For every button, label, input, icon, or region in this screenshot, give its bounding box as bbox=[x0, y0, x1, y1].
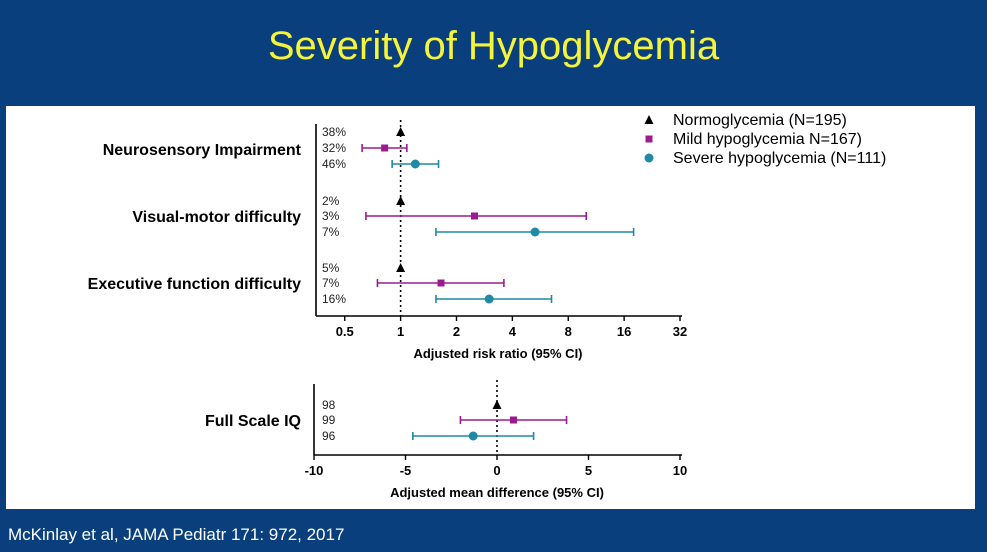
slide-title: Severity of Hypoglycemia bbox=[267, 24, 720, 68]
point-marker-1-0-0 bbox=[492, 400, 502, 409]
row-value-0-0-1: 32% bbox=[322, 141, 346, 155]
row-value-0-2-1: 7% bbox=[322, 276, 340, 290]
row-value-0-2-2: 16% bbox=[322, 292, 346, 306]
forest-plot: 0.5 1 2 4 8 16 32 Adjusted risk ratio (95% CI) N… bbox=[88, 112, 887, 500]
row-value-0-1-2: 7% bbox=[322, 225, 340, 239]
row-value-0-0-0: 38% bbox=[322, 125, 346, 139]
outcome-label-0-1: Visual-motor difficulty bbox=[132, 209, 301, 226]
legend-label-2: Severe hypoglycemia (N=111) bbox=[673, 150, 886, 167]
x-tick-label-0-5: 16 bbox=[617, 324, 631, 339]
row-value-1-0-2: 96 bbox=[322, 429, 336, 443]
x-tick-label-0-1: 1 bbox=[397, 324, 404, 339]
row-value-1-0-0: 98 bbox=[322, 398, 336, 412]
x-axis-label-1: Adjusted mean difference (95% CI) bbox=[390, 485, 604, 500]
x-tick-label-1-1: -5 bbox=[400, 463, 412, 478]
point-marker-0-0-1 bbox=[381, 144, 389, 152]
row-value-0-1-0: 2% bbox=[322, 194, 340, 208]
point-marker-0-2-0 bbox=[396, 263, 406, 272]
outcome-label-0-2: Executive function difficulty bbox=[88, 276, 301, 293]
x-tick-label-0-0: 0.5 bbox=[336, 324, 354, 339]
chart-panel: 0.5 1 2 4 8 16 32 Adjusted risk ratio (95% CI) N… bbox=[6, 106, 975, 509]
x-axis-label-0: Adjusted risk ratio (95% CI) bbox=[413, 346, 582, 361]
point-marker-0-1-2 bbox=[530, 227, 540, 237]
citation: McKinlay et al, JAMA Pediatr 171: 972, 2… bbox=[8, 525, 345, 544]
row-value-0-0-2: 46% bbox=[322, 157, 346, 171]
x-tick-label-0-6: 32 bbox=[673, 324, 687, 339]
point-marker-0-0-2 bbox=[410, 159, 420, 169]
point-marker-1-0-1 bbox=[509, 416, 517, 424]
x-tick-label-1-3: 5 bbox=[585, 463, 592, 478]
x-tick-label-1-0: -10 bbox=[305, 463, 324, 478]
row-value-1-0-1: 99 bbox=[322, 413, 336, 427]
outcome-label-0-0: Neurosensory Impairment bbox=[103, 142, 302, 159]
point-marker-0-1-1 bbox=[470, 212, 478, 220]
legend-marker-0 bbox=[644, 115, 654, 124]
point-marker-1-0-2 bbox=[468, 431, 478, 441]
legend-marker-1 bbox=[645, 135, 653, 143]
point-marker-0-2-1 bbox=[437, 279, 445, 287]
x-tick-label-1-2: 0 bbox=[493, 463, 500, 478]
x-tick-label-0-4: 8 bbox=[565, 324, 572, 339]
x-tick-label-1-4: 10 bbox=[673, 463, 687, 478]
legend-label-0: Normoglycemia (N=195) bbox=[673, 112, 847, 129]
row-value-0-1-1: 3% bbox=[322, 209, 340, 223]
outcome-label-1-0: Full Scale IQ bbox=[205, 413, 301, 430]
point-marker-0-0-0 bbox=[396, 127, 406, 136]
x-tick-label-0-3: 4 bbox=[509, 324, 517, 339]
legend-marker-2 bbox=[644, 153, 654, 163]
point-marker-0-2-2 bbox=[484, 294, 494, 304]
legend-label-1: Mild hypoglycemia N=167) bbox=[673, 131, 862, 148]
row-value-0-2-0: 5% bbox=[322, 261, 340, 275]
x-tick-label-0-2: 2 bbox=[453, 324, 460, 339]
point-marker-0-1-0 bbox=[396, 196, 406, 205]
